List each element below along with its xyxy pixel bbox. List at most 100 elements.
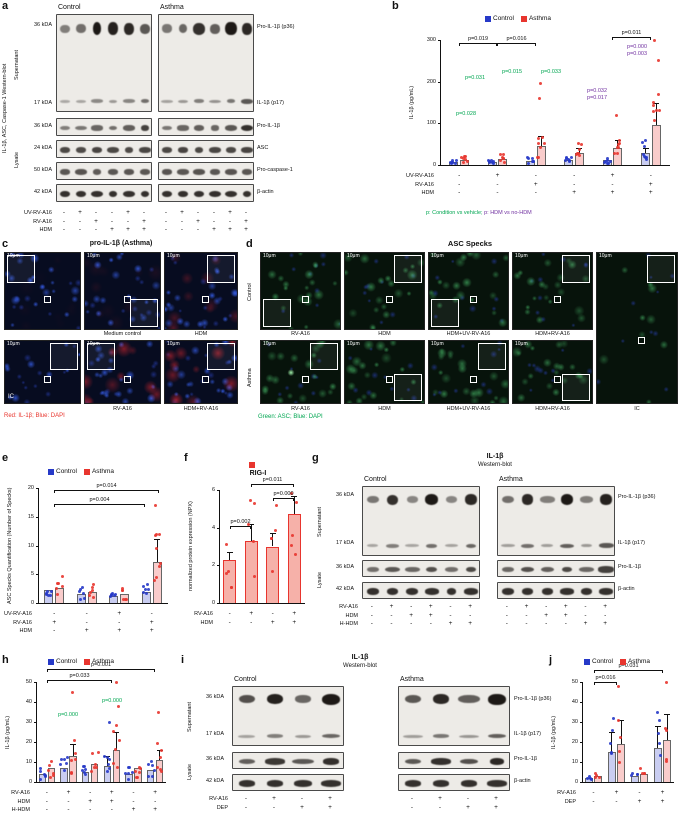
data-point <box>227 570 231 574</box>
blot-band <box>424 588 440 595</box>
treatment-name: RV-A16 <box>557 790 576 796</box>
blot-band <box>465 494 478 505</box>
error-cap <box>654 726 661 727</box>
treatment-symbol: - <box>196 226 200 233</box>
data-point <box>608 742 612 746</box>
blot-band <box>487 733 507 739</box>
blot-band <box>444 544 459 548</box>
p-value: p=0.019 <box>467 36 489 42</box>
x-axis <box>38 603 168 604</box>
data-point <box>155 765 159 769</box>
error-cap <box>156 750 163 751</box>
blot-band <box>242 22 252 35</box>
micrograph-tile: 10μm <box>512 340 593 404</box>
treatment-symbol: - <box>410 803 414 811</box>
blot-band <box>60 169 70 175</box>
treatment-symbol: - <box>94 226 98 233</box>
data-point <box>88 590 92 594</box>
treatment-symbol: - <box>300 795 304 802</box>
blot-band <box>75 99 87 103</box>
treatment-symbol: - <box>458 180 461 188</box>
inset-target <box>301 295 309 303</box>
data-point <box>577 151 581 155</box>
bar <box>630 776 639 782</box>
p-value: p=0.032 <box>586 88 608 94</box>
treatment-symbol: + <box>228 209 232 216</box>
blot-band <box>238 758 256 765</box>
blot-band <box>123 99 135 104</box>
panel-e-chart: 0 5 10 15 20 ASC Specks Quantification (Numbe… <box>4 468 180 654</box>
y-tick-label: 40 <box>25 699 32 705</box>
treatment-symbol: - <box>592 797 595 805</box>
legend-label: Asthma <box>627 658 651 665</box>
data-point <box>615 145 619 149</box>
data-point <box>106 762 110 766</box>
error-cap <box>113 732 120 733</box>
y-tick <box>217 603 219 604</box>
significance-bracket <box>54 504 145 507</box>
data-point <box>116 765 120 769</box>
error-bar <box>657 726 659 748</box>
treatment-symbol: - <box>85 618 88 626</box>
significance-bracket <box>251 484 294 487</box>
data-point <box>47 769 51 773</box>
band-label: IL-1β (p17) <box>514 731 542 737</box>
blot-band <box>404 780 422 787</box>
legend-label: Control <box>56 658 77 665</box>
y-tick-label: 30 <box>25 719 32 725</box>
data-point <box>539 82 543 86</box>
treatment-symbol: - <box>272 803 276 811</box>
treatment-symbol: + <box>610 172 615 179</box>
blot-band <box>139 147 151 153</box>
data-point <box>94 766 98 770</box>
blot-band <box>107 22 119 36</box>
treatment-symbol: - <box>110 217 114 225</box>
blot-band <box>431 758 451 765</box>
data-point <box>106 769 110 773</box>
data-point <box>566 157 570 161</box>
footnote: p: Condition vs vehicle; p: HDM vs no-HD… <box>426 201 532 219</box>
blot-box <box>497 560 615 577</box>
error-bar <box>611 732 613 752</box>
blot-box <box>497 582 615 599</box>
blot-band <box>177 99 189 103</box>
blot-band <box>405 588 419 595</box>
treatment-symbol: - <box>212 209 216 216</box>
kda-label: 36 kDA <box>335 564 354 570</box>
inset-box <box>431 299 459 327</box>
blot-band <box>178 190 188 198</box>
data-point <box>133 770 137 774</box>
treatment-symbol: + <box>88 797 93 805</box>
micrograph-tile: 10μm IC <box>4 340 81 404</box>
blot-band <box>224 125 238 131</box>
data-point <box>248 499 252 503</box>
y-tick-label: 10 <box>25 759 32 765</box>
bar <box>287 514 301 603</box>
data-point <box>657 59 661 63</box>
data-point <box>56 581 60 585</box>
inset-target <box>385 295 393 303</box>
y-tick-label: 10 <box>27 542 34 549</box>
inset-box <box>130 299 158 327</box>
blot-band <box>500 544 515 548</box>
blot-band <box>295 695 311 703</box>
data-point <box>655 109 659 113</box>
tile-label: IC <box>8 394 14 401</box>
blot-band <box>238 694 256 704</box>
data-point <box>487 159 491 163</box>
treatment-symbol: - <box>390 620 393 627</box>
tile-label: IC <box>634 406 640 412</box>
data-point <box>109 592 113 596</box>
blot-band <box>140 23 150 34</box>
tile-label: HDM <box>378 406 391 412</box>
tile-label: HDM+RV-A16 <box>183 406 219 412</box>
p-value: p=0.000 <box>626 44 648 50</box>
data-point <box>537 137 541 141</box>
data-point <box>466 159 470 163</box>
blot-box <box>362 560 480 577</box>
data-point <box>50 590 54 594</box>
treatment-symbol: + <box>660 789 665 796</box>
panel-f-chart: 0 2 4 6 normalized protein expression (NPX) p… <box>188 462 311 654</box>
treatment-symbol: - <box>410 603 413 610</box>
